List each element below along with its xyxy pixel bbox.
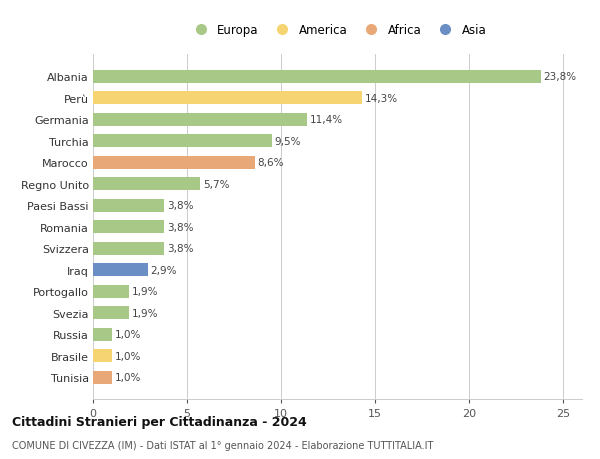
Bar (93, 349, 112, 362)
Text: 3,8%: 3,8% (167, 201, 194, 211)
Bar (93, 371, 112, 384)
Text: 11,4%: 11,4% (310, 115, 343, 125)
Bar (93, 92, 362, 105)
Text: 3,8%: 3,8% (167, 222, 194, 232)
Text: COMUNE DI CIVEZZA (IM) - Dati ISTAT al 1° gennaio 2024 - Elaborazione TUTTITALIA: COMUNE DI CIVEZZA (IM) - Dati ISTAT al 1… (12, 440, 433, 450)
Bar (93, 199, 164, 212)
Text: 14,3%: 14,3% (365, 94, 398, 104)
Bar (93, 242, 164, 255)
Legend: Europa, America, Africa, Asia: Europa, America, Africa, Asia (184, 20, 491, 42)
Bar (93, 157, 255, 169)
Bar (93, 71, 541, 84)
Bar (93, 328, 112, 341)
Text: 1,0%: 1,0% (115, 330, 141, 339)
Text: 1,9%: 1,9% (131, 308, 158, 318)
Bar (93, 263, 148, 276)
Text: 5,7%: 5,7% (203, 179, 230, 189)
Text: 1,0%: 1,0% (115, 372, 141, 382)
Bar (93, 285, 129, 298)
Text: Cittadini Stranieri per Cittadinanza - 2024: Cittadini Stranieri per Cittadinanza - 2… (12, 415, 307, 428)
Bar (93, 307, 129, 319)
Text: 9,5%: 9,5% (274, 136, 301, 146)
Bar (93, 135, 272, 148)
Bar (93, 178, 200, 191)
Text: 1,0%: 1,0% (115, 351, 141, 361)
Bar (93, 113, 307, 127)
Text: 2,9%: 2,9% (151, 265, 177, 275)
Text: 3,8%: 3,8% (167, 244, 194, 254)
Text: 23,8%: 23,8% (544, 72, 577, 82)
Bar (93, 221, 164, 234)
Text: 1,9%: 1,9% (131, 286, 158, 297)
Text: 8,6%: 8,6% (257, 158, 284, 168)
